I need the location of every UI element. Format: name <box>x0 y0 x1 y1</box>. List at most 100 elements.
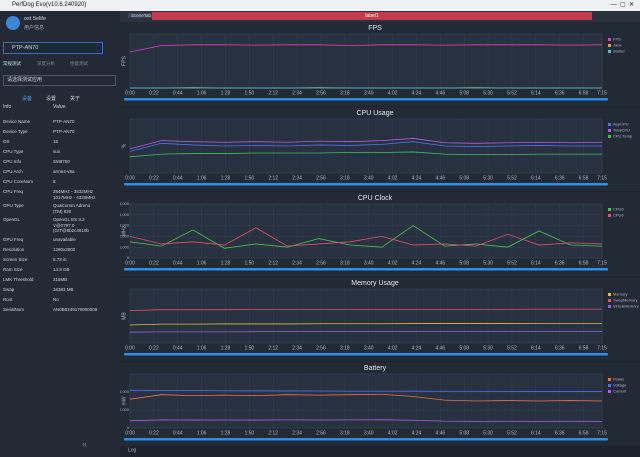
x-tick-label: 6:36 <box>555 345 565 351</box>
title-bar: PerfDog Evo(v10.6.240920) — ▢ ✕ <box>0 0 640 11</box>
y-tick-label: 1,000 <box>120 244 130 249</box>
collapse[interactable]: « <box>82 439 88 449</box>
app-select[interactable]: 请选择测试应用 <box>3 75 116 86</box>
x-tick-label: 0:44 <box>173 430 183 436</box>
scene-tabs: SceneTab label1 <box>120 11 640 22</box>
x-tick-label: 0:22 <box>149 260 159 266</box>
info-cell: CPU Arch <box>3 169 23 174</box>
x-tick-label: 6:58 <box>579 90 589 96</box>
x-tick-label: 3:40 <box>364 175 374 181</box>
x-tick-label: 5:30 <box>483 345 493 351</box>
account[interactable]: 用户信息 <box>24 25 45 31</box>
device-select[interactable]: PTP-AN70 <box>3 42 103 54</box>
x-tick-label: 7:15 <box>597 90 607 96</box>
y-axis-label: FPS <box>121 55 127 65</box>
mode-tab[interactable]: 性能测试 <box>70 61 88 66</box>
x-tick-label: 2:56 <box>316 345 326 351</box>
window-controls[interactable]: — ▢ ✕ <box>610 2 634 8</box>
legend-label: Voltage <box>613 383 627 388</box>
log-label[interactable]: Log <box>128 447 137 453</box>
info-tab[interactable]: 设置 <box>46 96 57 102</box>
value-cell: sun <box>53 149 61 154</box>
info-cell: LMK Threshold <box>3 276 34 282</box>
legend-swatch <box>608 214 611 217</box>
x-tick-label: 0:00 <box>125 90 135 96</box>
x-tick-label: 2:12 <box>268 430 278 436</box>
series-line <box>129 419 603 422</box>
x-tick-label: 4:02 <box>388 90 398 96</box>
x-tick-label: 1:06 <box>197 90 207 96</box>
info-cell: SerialNum <box>3 306 25 312</box>
scrollbar <box>124 183 608 186</box>
chart-title: CPU Usage <box>357 110 394 117</box>
info-cell: Root <box>3 296 13 302</box>
x-tick-label: 0:00 <box>125 175 135 181</box>
x-tick-label: 2:12 <box>268 345 278 351</box>
x-tick-label: 4:24 <box>412 260 422 266</box>
x-tick-label: 0:22 <box>149 345 159 351</box>
y-axis-label: % <box>121 143 127 148</box>
series-line <box>129 227 603 247</box>
table-row: CPU Type sun <box>3 149 117 155</box>
legend-label: VirtualMemory <box>613 304 639 309</box>
x-tick-label: 5:52 <box>507 430 517 436</box>
x-tick-label: 5:08 <box>459 260 469 266</box>
x-tick-label: 5:08 <box>459 345 469 351</box>
x-tick-label: 0:00 <box>125 260 135 266</box>
legend-swatch <box>608 135 611 138</box>
legend-label: Jank <box>613 43 621 48</box>
x-tick-label: 0:44 <box>173 260 183 266</box>
x-tick-label: 6:14 <box>531 90 541 96</box>
table-row: Root No <box>3 297 117 303</box>
table-row: CPU CoreNum 8 <box>3 179 117 185</box>
x-tick-label: 6:14 <box>531 345 541 351</box>
scene-tab[interactable]: SceneTab <box>128 13 155 18</box>
x-tick-label: 2:34 <box>292 90 302 96</box>
x-tick-label: 1:06 <box>197 430 207 436</box>
info-tab[interactable]: 关于 <box>70 96 81 102</box>
x-tick-label: 7:15 <box>597 175 607 181</box>
info-cell: GPU Freq <box>3 236 24 242</box>
x-tick-label: 3:18 <box>340 430 350 436</box>
value-cell: AN0B0249170000008 <box>53 306 98 312</box>
y-tick-label: 2,000 <box>120 407 130 412</box>
info-cell: OpenGL <box>3 217 21 222</box>
x-tick-label: 4:24 <box>412 175 422 181</box>
table-row: Screen Size 6.73 in <box>3 257 117 263</box>
value-cell: 8 <box>53 179 56 184</box>
mode-tab[interactable]: 深度分析 <box>37 61 55 66</box>
info-tab[interactable]: 设备 <box>22 96 33 102</box>
x-tick-label: 2:56 <box>316 175 326 181</box>
x-tick-label: 3:40 <box>364 345 374 351</box>
table-row: CPU Info SM8750 <box>3 159 117 165</box>
x-tick-label: 5:08 <box>459 430 469 436</box>
x-tick-label: 4:46 <box>435 175 445 181</box>
label-tab[interactable]: label1 <box>152 12 592 20</box>
x-tick-label: 1:50 <box>244 175 254 181</box>
series-line <box>129 393 603 402</box>
x-tick-label: 3:18 <box>340 175 350 181</box>
x-tick-label: 4:02 <box>388 345 398 351</box>
chart-title: FPS <box>368 25 382 32</box>
plot-area <box>129 203 603 259</box>
x-tick-label: 4:02 <box>388 175 398 181</box>
value-cell: SM8750 <box>53 159 70 164</box>
x-tick-label: 4:46 <box>435 90 445 96</box>
x-tick-label: 4:24 <box>412 90 422 96</box>
mode-tab[interactable]: 常规测试 <box>3 61 21 66</box>
info-cell: CPU Info <box>3 159 22 164</box>
legend-label: CPU Temp <box>613 134 633 139</box>
table-row: Ram Size 14.8 GB <box>3 267 117 273</box>
info-cell: CPU Type <box>3 149 24 154</box>
value-cell: PTP-AN70 <box>53 119 75 124</box>
y-tick-label: 4,000 <box>120 212 130 217</box>
x-tick-label: 6:58 <box>579 345 589 351</box>
x-tick-label: 1:06 <box>197 345 207 351</box>
x-tick-label: 2:12 <box>268 90 278 96</box>
series-line <box>129 44 603 53</box>
sidebar: ost 5elife 用户信息 PTP-AN70 常规测试 深度分析 性能测试 … <box>0 11 120 457</box>
x-tick-label: 5:52 <box>507 175 517 181</box>
info-table: Info Value Device Name PTP-AN70 Device Type P… <box>0 103 120 311</box>
legend-label: Power <box>613 377 625 382</box>
value-cell: OpenGL ES 3.2 V@0797.0 (GIT@8b2c4610b <box>53 217 89 233</box>
